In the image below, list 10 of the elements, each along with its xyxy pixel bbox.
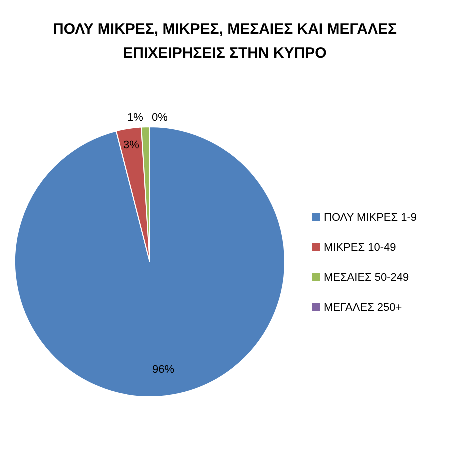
data-label: 3%	[123, 140, 140, 152]
legend-label: ΜΕΣΑΙΕΣ 50-249	[324, 272, 410, 284]
pie-slice	[14, 126, 286, 398]
legend-label: ΜΙΚΡΕΣ 10-49	[324, 242, 396, 254]
data-label: 1%	[128, 112, 144, 124]
text: 0%	[152, 112, 168, 124]
legend-label: ΜΕΓΑΛΕΣ 250+	[324, 302, 402, 314]
data-label: 96%	[152, 364, 175, 376]
chart-title: ΠΟΛΥ ΜΙΚΡΕΣ, ΜΙΚΡΕΣ, ΜΕΣΑΙΕΣ ΚΑΙ ΜΕΓΑΛΕΣ ΕΠΙΧΕΙΡΗΣΕΙΣ ΣΤΗΝ ΚΥΠΡΟ	[53, 21, 397, 62]
legend-label: ΠΟΛΥ ΜΙΚΡΕΣ 1-9	[324, 212, 418, 224]
